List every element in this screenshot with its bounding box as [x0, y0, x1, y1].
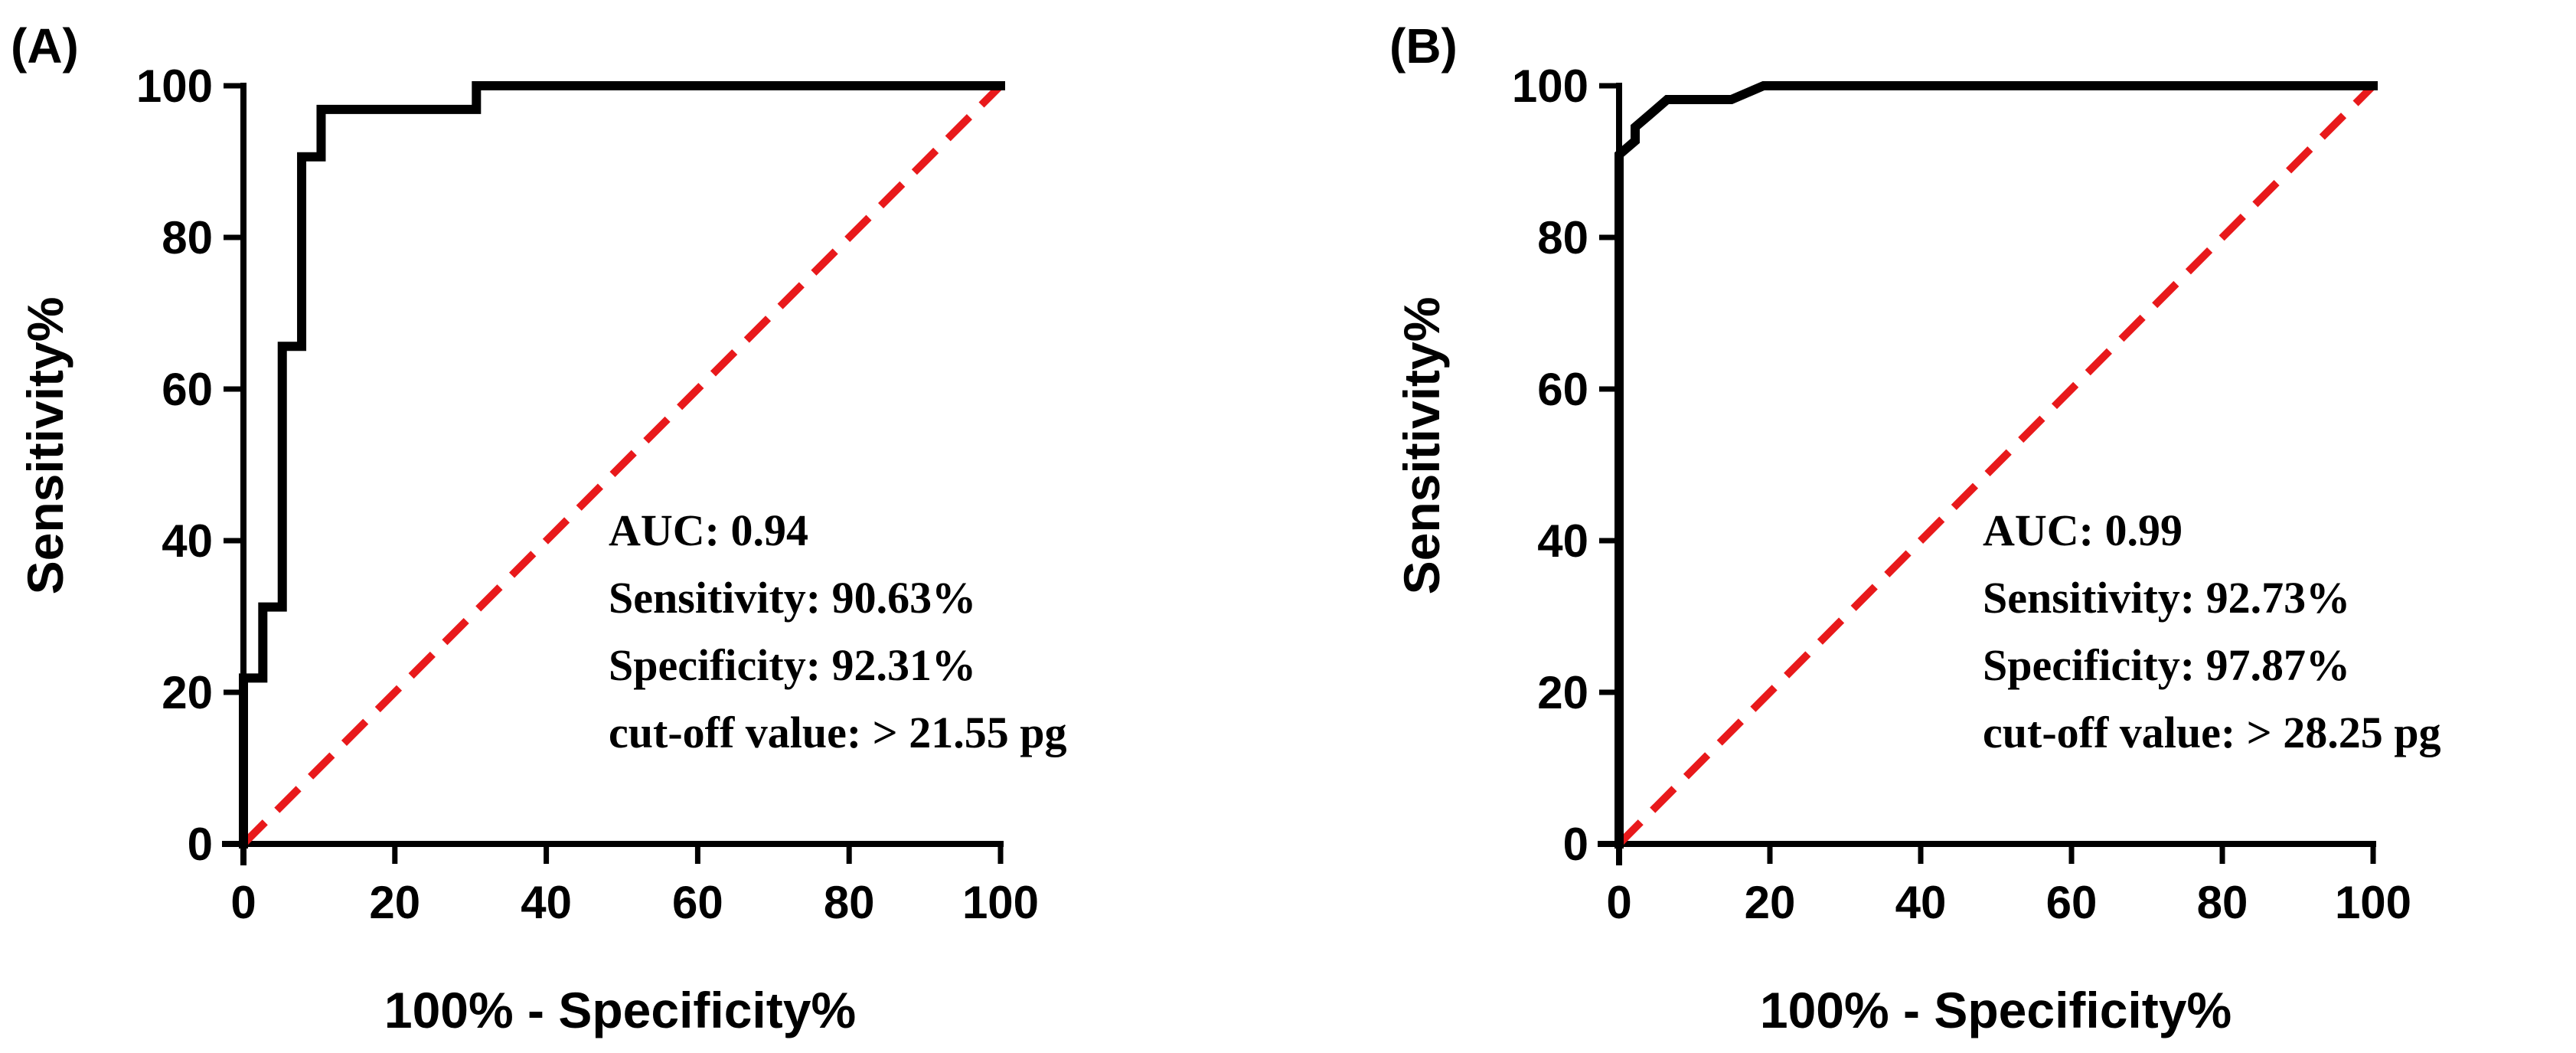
auc-annotation: AUC: 0.99 [1983, 505, 2183, 555]
x-tick-label: 0 [230, 877, 256, 928]
roc-curve-line [239, 81, 1005, 849]
specificity-annotation: Specificity: 97.87% [1983, 640, 2350, 690]
x-tick-label: 40 [1895, 877, 1947, 928]
panel-a: (A) 0 20 40 60 80 100 0 20 40 60 80 100 AUC: 0.94 S… [11, 18, 1067, 1038]
x-tick-label: 60 [2046, 877, 2098, 928]
y-tick-label: 80 [1537, 212, 1588, 263]
y-tick-label: 60 [1537, 364, 1588, 415]
y-tick-label: 100 [1512, 60, 1588, 112]
y-tick-label: 20 [1537, 667, 1588, 718]
x-tick-label: 0 [1606, 877, 1631, 928]
y-tick-label: 40 [1537, 515, 1588, 567]
panel-a-marks: 0 20 40 60 80 100 0 20 40 60 80 100 [136, 60, 1039, 928]
x-tick-label: 80 [2197, 877, 2248, 928]
y-axis-title: Sensitivity% [17, 297, 73, 595]
y-tick-label: 0 [1563, 819, 1588, 870]
roc-curve-line [1614, 81, 2378, 849]
y-tick-label: 80 [162, 212, 213, 263]
x-axis-title: 100% - Specificity% [384, 982, 856, 1038]
auc-annotation: AUC: 0.94 [609, 505, 808, 555]
cutoff-annotation: cut-off value: > 28.25 pg [1983, 708, 2441, 757]
specificity-annotation: Specificity: 92.31% [609, 640, 976, 690]
sensitivity-annotation: Sensitivity: 92.73% [1983, 573, 2350, 623]
x-tick-label: 80 [824, 877, 875, 928]
x-tick-label: 20 [1745, 877, 1796, 928]
reference-line [1616, 83, 2376, 847]
y-axis-title: Sensitivity% [1393, 297, 1450, 595]
panel-a-annotations: AUC: 0.94 Sensitivity: 90.63% Specificit… [609, 505, 1067, 757]
cutoff-annotation: cut-off value: > 21.55 pg [609, 708, 1067, 757]
sensitivity-annotation: Sensitivity: 90.63% [609, 573, 976, 623]
panel-b: (B) 0 20 40 60 80 100 0 20 40 60 80 100 AUC: 0.99 S… [1389, 18, 2441, 1038]
y-tick-label: 40 [162, 515, 213, 567]
y-tick-label: 20 [162, 667, 213, 718]
y-tick-label: 0 [188, 819, 213, 870]
panel-a-label: (A) [11, 18, 79, 74]
x-axis-title: 100% - Specificity% [1760, 982, 2232, 1038]
panel-b-label: (B) [1389, 18, 1458, 74]
y-tick-label: 100 [136, 60, 213, 112]
reference-line [240, 83, 1004, 847]
x-tick-label: 40 [521, 877, 572, 928]
x-tick-label: 100 [2335, 877, 2411, 928]
x-tick-label: 60 [672, 877, 723, 928]
panel-b-annotations: AUC: 0.99 Sensitivity: 92.73% Specificit… [1983, 505, 2441, 757]
x-tick-label: 20 [369, 877, 420, 928]
panel-b-marks: 0 20 40 60 80 100 0 20 40 60 80 100 [1512, 60, 2411, 928]
x-tick-label: 100 [962, 877, 1039, 928]
y-tick-label: 60 [162, 364, 213, 415]
